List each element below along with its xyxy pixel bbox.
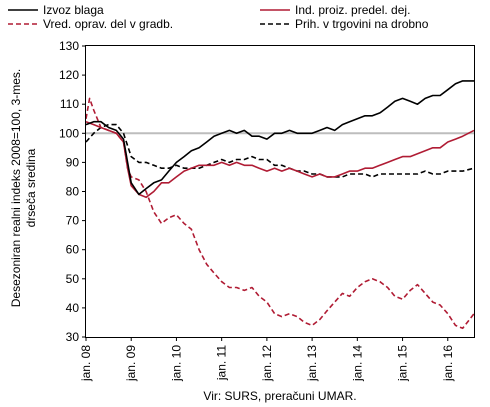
x-tick-label: jan. 11 — [215, 345, 229, 381]
legend-label-3: Prih. v trgovini na drobno — [295, 17, 429, 31]
legend-label-1: Ind. proiz. predel. dej. — [295, 3, 410, 17]
series-line-2 — [85, 97, 475, 330]
x-tick-label: jan. 12 — [260, 345, 274, 382]
y-tick-label: 100 — [59, 126, 79, 140]
series-group — [85, 80, 475, 330]
legend-label-2: Vred. oprav. del v gradb. — [43, 17, 173, 31]
plot-frame — [85, 45, 475, 338]
y-tick-label: 80 — [66, 185, 80, 199]
y-axis-title: Desezoniran realni indeks 2008=100, 3-me… — [9, 69, 38, 307]
x-tick-label: jan. 15 — [396, 345, 410, 382]
y-axis: 30 40 50 60 70 80 90 100 110 120 130 — [59, 39, 86, 344]
x-axis: jan. 08 jan. 09 jan. 10 jan. 11 jan. 12 jan. … — [79, 337, 455, 382]
series-line-3 — [85, 123, 475, 178]
x-tick-label: jan. 13 — [305, 345, 319, 382]
x-tick-label: jan. 10 — [169, 345, 183, 382]
y-tick-label: 60 — [66, 243, 80, 257]
y-axis-title-line1: Desezoniran realni indeks 2008=100, 3-me… — [9, 69, 23, 307]
series-line-1 — [85, 120, 475, 199]
y-tick-label: 50 — [66, 272, 80, 286]
y-tick-label: 40 — [66, 301, 80, 315]
source-note: Vir: SURS, preračuni UMAR. — [203, 389, 356, 403]
y-tick-label: 90 — [66, 155, 80, 169]
y-tick-label: 130 — [59, 39, 79, 53]
x-tick-label: jan. 08 — [79, 345, 93, 382]
x-tick-label: jan. 16 — [441, 345, 455, 382]
legend: Izvoz blaga Ind. proiz. predel. dej. Vred.… — [8, 3, 429, 31]
y-tick-label: 30 — [66, 330, 80, 344]
x-tick-label: jan. 09 — [124, 345, 138, 382]
y-axis-title-line2: drseča sredina — [24, 148, 38, 227]
series-line-0 — [85, 80, 474, 196]
x-tick-label: jan. 14 — [350, 345, 364, 382]
y-tick-label: 70 — [66, 214, 80, 228]
y-tick-label: 120 — [59, 68, 79, 82]
legend-label-0: Izvoz blaga — [43, 3, 104, 17]
y-tick-label: 110 — [60, 97, 79, 111]
